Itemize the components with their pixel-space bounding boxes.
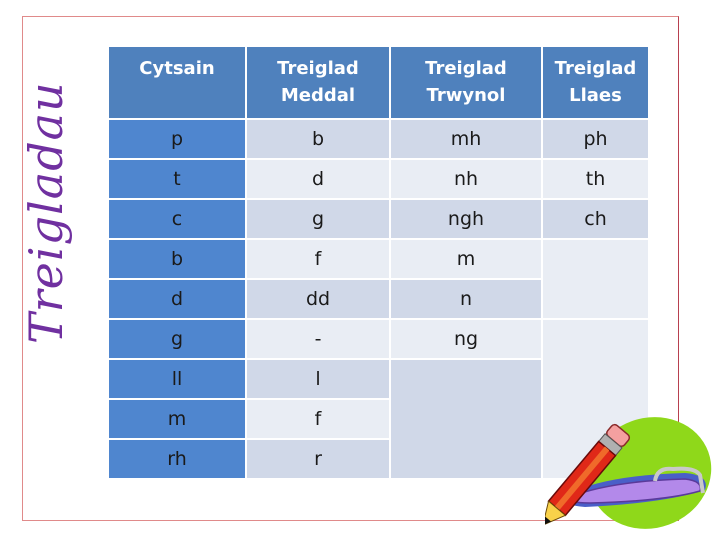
mutations-table: Cytsain Treiglad Meddal Treiglad Trwynol T… xyxy=(107,45,650,480)
cell-meddal: - xyxy=(245,318,391,360)
header-treiglad-trwynol: Treiglad Trwynol xyxy=(389,45,543,120)
cell-meddal: f xyxy=(245,238,391,280)
header-cytsain: Cytsain xyxy=(107,45,247,120)
cell-cytsain: c xyxy=(107,198,247,240)
table-row: b f m xyxy=(107,238,650,320)
table-row: rh r xyxy=(107,438,649,480)
header-text: Llaes xyxy=(569,85,622,106)
cell-meddal: b xyxy=(245,118,391,160)
cell-trwynol: ngh xyxy=(389,198,543,240)
cell-trwynol: mh xyxy=(389,118,543,160)
table-row: d dd n xyxy=(107,278,649,320)
cell-llaes: th xyxy=(541,158,650,200)
header-text: Meddal xyxy=(280,85,356,106)
cell-cytsain: d xyxy=(107,278,247,320)
header-text: Trwynol xyxy=(426,85,506,106)
table-row: m f xyxy=(107,398,649,440)
header-text: Treiglad xyxy=(277,58,359,79)
slide-frame xyxy=(22,16,679,521)
cell-trwynol: n xyxy=(389,278,543,320)
cell-cytsain: ll xyxy=(107,358,247,400)
cell-cytsain: m xyxy=(107,398,247,440)
cell-meddal: dd xyxy=(245,278,391,320)
pen-clip-icon xyxy=(653,466,705,494)
cell-cytsain: p xyxy=(107,118,247,160)
cell-trwynol: ng xyxy=(389,318,543,360)
cell-llaes: ph xyxy=(541,118,650,160)
cell-llaes-empty xyxy=(541,238,650,320)
cell-cytsain: g xyxy=(107,318,247,360)
pencil-pen-clipart xyxy=(545,417,712,529)
table-header-row: Cytsain Treiglad Meddal Treiglad Trwynol T… xyxy=(107,45,650,120)
table-row: c g ngh ch xyxy=(107,198,650,240)
cell-cytsain: rh xyxy=(107,438,247,480)
cell-meddal: f xyxy=(245,398,391,440)
table-row: g - ng xyxy=(107,318,650,480)
table-row: t d nh th xyxy=(107,158,650,200)
header-treiglad-llaes: Treiglad Llaes xyxy=(541,45,650,120)
slide-title: Treigladau xyxy=(19,81,73,344)
cell-meddal: g xyxy=(245,198,391,240)
header-treiglad-meddal: Treiglad Meddal xyxy=(245,45,391,120)
header-text: Treiglad xyxy=(425,58,507,79)
table-row: p b mh ph xyxy=(107,118,650,160)
cell-trwynol: m xyxy=(389,238,543,280)
cell-meddal: r xyxy=(245,438,391,480)
cell-cytsain: t xyxy=(107,158,247,200)
table-row: ll l xyxy=(107,358,649,480)
cell-meddal: d xyxy=(245,158,391,200)
cell-llaes: ch xyxy=(541,198,650,240)
header-text: Cytsain xyxy=(139,58,215,79)
cell-trwynol-empty xyxy=(389,358,543,480)
cell-trwynol: nh xyxy=(389,158,543,200)
cell-meddal: l xyxy=(245,358,391,400)
header-text: Treiglad xyxy=(554,58,637,79)
cell-cytsain: b xyxy=(107,238,247,280)
pencil-icon xyxy=(545,423,631,526)
pen-icon xyxy=(568,478,702,504)
